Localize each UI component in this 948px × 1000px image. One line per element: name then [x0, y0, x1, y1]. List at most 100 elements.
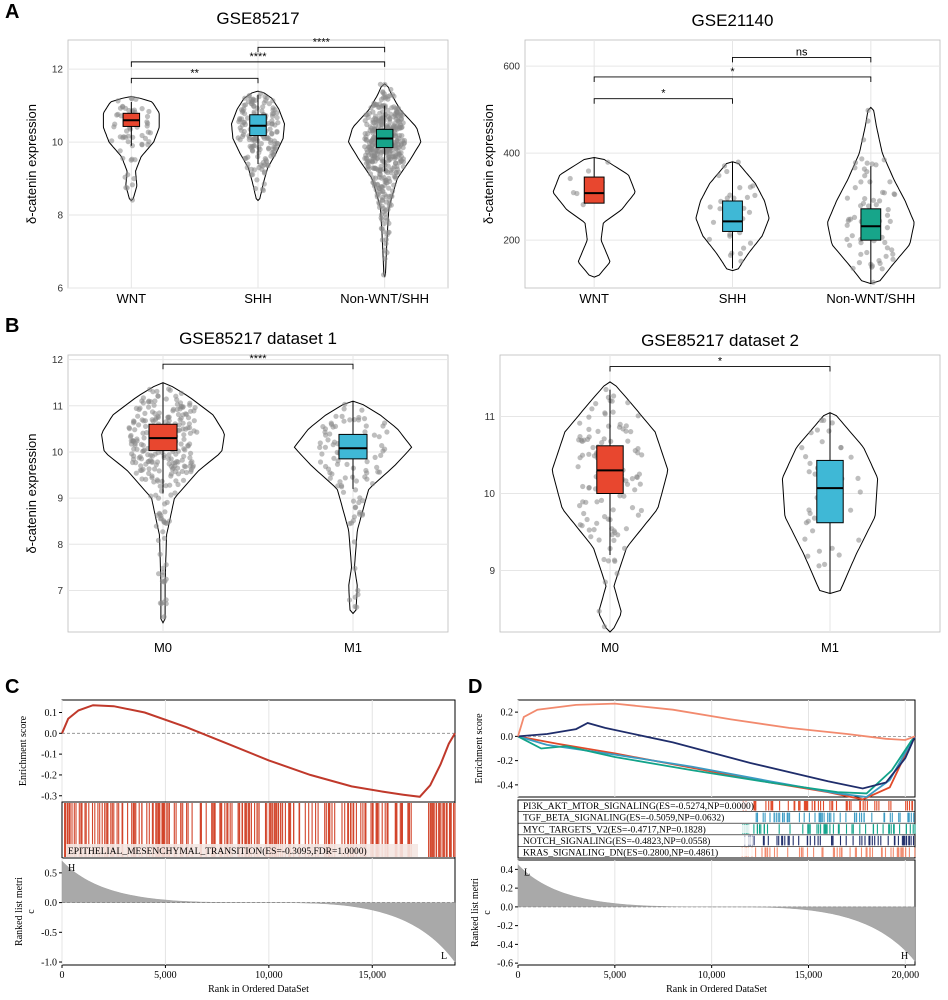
data-point	[252, 186, 259, 192]
data-point	[129, 182, 135, 188]
data-point	[379, 226, 385, 232]
data-point	[155, 537, 162, 544]
data-point	[596, 608, 602, 614]
y-tick-label: 0.0	[45, 729, 58, 740]
es-frame	[61, 699, 456, 803]
data-point	[577, 420, 583, 426]
data-point	[362, 118, 368, 124]
data-point	[128, 438, 134, 444]
data-point	[383, 215, 389, 221]
data-point	[180, 426, 186, 432]
data-point	[829, 545, 835, 551]
y-tick-label: 0.0	[45, 898, 58, 909]
data-point	[380, 89, 386, 95]
data-point	[353, 478, 359, 484]
gsea-chart-multi: 0.2 0.0 -0.2 -0.4 Enrichment score 0.4 0.2 0.0 -…	[470, 699, 919, 995]
data-point	[887, 218, 893, 224]
data-point	[178, 441, 184, 447]
data-point	[145, 120, 151, 127]
data-point	[363, 467, 369, 474]
data-point	[382, 81, 388, 88]
data-point	[382, 256, 388, 262]
data-point	[391, 182, 397, 188]
data-point	[374, 151, 380, 157]
data-point	[583, 499, 589, 505]
data-point	[131, 176, 137, 182]
data-point	[175, 411, 182, 418]
data-point	[169, 466, 176, 472]
data-point	[844, 236, 850, 242]
data-point	[115, 98, 121, 104]
significance-bracket	[593, 98, 733, 104]
data-point	[328, 420, 334, 426]
data-point	[856, 537, 862, 543]
data-point	[378, 96, 385, 103]
data-point	[391, 173, 397, 179]
data-point	[344, 461, 350, 467]
data-point	[128, 95, 134, 101]
data-point	[140, 448, 146, 454]
es-curve-myc_targets_v2	[517, 735, 916, 795]
metric-label-low: L	[441, 951, 447, 962]
data-point	[242, 95, 248, 101]
data-point	[376, 201, 382, 207]
data-point	[629, 505, 636, 511]
data-point	[838, 445, 844, 451]
data-point	[359, 512, 366, 518]
data-point	[131, 419, 137, 425]
data-point	[389, 105, 395, 111]
data-point	[357, 495, 363, 501]
data-point	[383, 241, 389, 247]
data-point	[356, 499, 362, 506]
data-point	[133, 470, 139, 476]
data-point	[144, 113, 151, 120]
data-point	[859, 156, 865, 162]
data-point	[601, 556, 607, 563]
data-point	[333, 413, 339, 419]
data-point	[114, 112, 120, 118]
data-point	[145, 142, 151, 148]
data-point	[268, 140, 274, 146]
data-point	[602, 514, 608, 520]
data-point	[370, 153, 376, 159]
data-point	[849, 233, 855, 239]
data-point	[146, 466, 152, 472]
data-point	[261, 170, 267, 176]
data-point	[373, 102, 379, 108]
data-point	[165, 415, 171, 421]
panel-label-d: D	[468, 676, 482, 698]
data-point	[378, 215, 384, 221]
data-point	[256, 94, 262, 100]
data-point	[325, 437, 331, 443]
data-point	[856, 260, 863, 266]
data-point	[707, 204, 713, 210]
data-point	[161, 454, 167, 461]
data-point	[729, 250, 735, 256]
data-point	[816, 563, 822, 569]
x-axis-label: Rank in Ordered DataSet	[666, 984, 767, 995]
y-tick-label: 10	[52, 447, 64, 458]
data-point	[371, 135, 377, 141]
data-point	[149, 475, 155, 481]
data-point	[379, 194, 385, 201]
data-point	[190, 463, 196, 469]
data-point	[581, 510, 587, 517]
data-point	[319, 451, 325, 457]
box-M1	[816, 459, 844, 524]
data-point	[611, 393, 617, 399]
data-point	[111, 124, 117, 130]
data-point	[881, 157, 887, 163]
data-point	[383, 199, 389, 205]
data-point	[384, 429, 390, 435]
data-point	[178, 390, 184, 396]
data-point	[274, 115, 280, 121]
data-point	[747, 240, 754, 246]
x-tick-label: WNT	[117, 291, 147, 306]
x-tick-label: 10,000	[698, 970, 726, 981]
data-point	[612, 558, 618, 564]
data-point	[188, 469, 194, 475]
data-point	[335, 458, 341, 464]
data-point	[611, 537, 617, 544]
data-point	[141, 435, 147, 441]
